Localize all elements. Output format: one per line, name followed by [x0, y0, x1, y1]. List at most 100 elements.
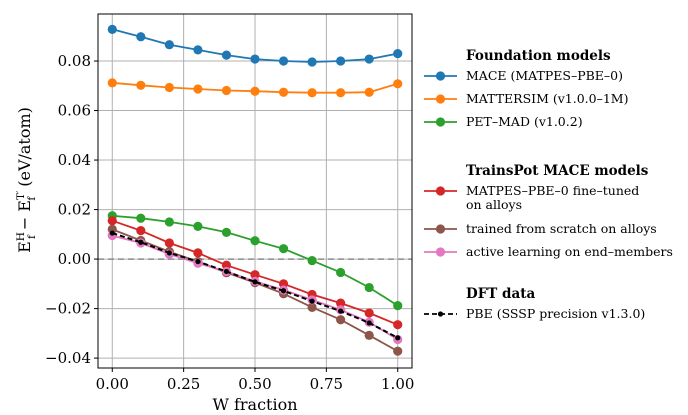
legend-swatch-marker-0 — [435, 71, 446, 81]
series-0-point-5 — [250, 54, 260, 64]
legend-group-title-2: DFT data — [466, 286, 535, 302]
ylabel-unit: (eV/atom) — [15, 107, 34, 187]
series-1-point-7 — [307, 88, 317, 98]
x-tick-label-3: 0.75 — [310, 375, 343, 393]
series-0-point-1 — [136, 32, 146, 42]
series-6-point-4 — [223, 268, 230, 275]
series-3-point-5 — [250, 270, 260, 280]
series-1-point-1 — [136, 80, 146, 90]
series-2-point-3 — [193, 221, 203, 231]
series-3 — [107, 216, 403, 330]
series-0-point-9 — [364, 54, 374, 64]
legend-entry-0: MACE (MATPES–PBE–0) — [424, 68, 623, 83]
x-tick-label-1: 0.25 — [167, 375, 200, 393]
legend-label-5: active learning on end–members — [466, 244, 673, 259]
legend-label-3-line2: on alloys — [466, 197, 522, 212]
series-6-point-2 — [166, 250, 172, 256]
series-0-point-2 — [164, 40, 174, 50]
series-2-point-10 — [393, 301, 403, 311]
series-0-point-3 — [193, 45, 203, 55]
y-tick-label-4: 0.04 — [58, 151, 91, 169]
series-0-point-8 — [336, 56, 346, 66]
series-3-point-9 — [364, 308, 374, 318]
x-tick-label-2: 0.50 — [238, 375, 271, 393]
series-1-point-3 — [193, 84, 203, 94]
series-6-point-6 — [280, 288, 287, 294]
series-4-point-8 — [336, 315, 346, 325]
y-tick-label-6: 0.08 — [58, 52, 91, 70]
legend-entry-5: active learning on end–members — [424, 244, 673, 259]
legend-swatch-marker-4 — [435, 224, 446, 234]
series-line-6 — [111, 232, 399, 339]
series-6 — [109, 230, 401, 341]
series-3-point-8 — [336, 298, 346, 308]
series-2-point-8 — [336, 267, 346, 278]
y-axis-label: EHf−ET′f(eV/atom) — [15, 107, 38, 253]
x-tick-label-0: 0.00 — [96, 375, 129, 393]
legend-entry-2: PET–MAD (v1.0.2) — [424, 114, 583, 129]
ylabel-minus: − — [15, 217, 34, 230]
ylabel-e1: E — [15, 241, 34, 253]
series-2-point-9 — [364, 282, 374, 293]
legend-entry-4: trained from scratch on alloys — [424, 221, 657, 236]
series-4-point-10 — [393, 346, 403, 356]
series-0-point-7 — [307, 57, 317, 67]
series-2-point-5 — [250, 236, 260, 246]
series-6-point-10 — [395, 335, 401, 341]
series-2-point-6 — [278, 244, 289, 254]
legend: Foundation models MACE (MATPES–PBE–0) MATT… — [424, 48, 673, 321]
series-1-point-6 — [278, 87, 289, 97]
series-1-point-5 — [250, 86, 260, 96]
legend-group-title-0: Foundation models — [466, 48, 611, 64]
series-0-point-10 — [393, 49, 403, 59]
series-3-point-2 — [164, 238, 174, 248]
series-3-point-0 — [107, 216, 117, 226]
series-1 — [107, 78, 403, 98]
legend-group-title-1: TrainsPot MACE models — [466, 163, 649, 179]
series-2-point-4 — [221, 227, 232, 237]
ylabel-e2: E — [15, 200, 34, 212]
series-0-point-0 — [107, 24, 117, 34]
x-axis-label: W fraction — [212, 395, 297, 414]
legend-entry-6: PBE (SSSP precision v1.3.0) — [424, 306, 645, 321]
ylabel-sub1: f — [26, 234, 38, 239]
series-1-point-2 — [164, 82, 174, 93]
series-2-point-7 — [307, 255, 317, 266]
legend-label-2: PET–MAD (v1.0.2) — [466, 114, 583, 129]
series-3-point-3 — [193, 248, 203, 258]
series-6-point-3 — [195, 258, 201, 265]
series-6-point-7 — [309, 298, 315, 304]
series-1-point-0 — [107, 78, 117, 88]
series-1-point-10 — [393, 79, 403, 89]
series-1-point-8 — [336, 88, 346, 98]
svg-text:EHf−ET′f(eV/atom): EHf−ET′f(eV/atom) — [15, 107, 38, 253]
y-tick-label-3: 0.02 — [58, 201, 91, 219]
series-2 — [107, 211, 403, 311]
grid — [98, 14, 412, 368]
legend-swatch-marker-5 — [435, 247, 446, 257]
series-layer — [107, 24, 403, 356]
series-0 — [107, 24, 403, 67]
y-tick-label-2: 0.00 — [58, 250, 91, 268]
legend-label-1: MATTERSIM (v1.0.0–1M) — [466, 91, 628, 106]
series-4-point-7 — [307, 302, 317, 312]
y-tick-label-0: −0.04 — [45, 349, 91, 367]
legend-label-6: PBE (SSSP precision v1.3.0) — [466, 306, 645, 321]
series-0-point-6 — [278, 56, 289, 66]
ylabel-sup2: T′ — [15, 190, 27, 200]
series-6-point-1 — [138, 239, 144, 245]
series-6-point-0 — [109, 230, 115, 236]
legend-swatch-marker-6 — [437, 311, 444, 317]
legend-swatch-marker-2 — [435, 117, 446, 127]
legend-label-4: trained from scratch on alloys — [466, 221, 657, 236]
series-0-point-4 — [221, 50, 232, 60]
series-6-point-9 — [366, 320, 372, 326]
series-3-point-1 — [136, 226, 146, 236]
series-2-point-1 — [136, 213, 146, 223]
ylabel-sub2: f — [26, 196, 38, 201]
legend-swatch-marker-3 — [435, 186, 446, 196]
series-4-point-9 — [364, 330, 374, 340]
ylabel-sup1: H — [15, 232, 27, 241]
series-3-point-10 — [393, 320, 403, 330]
